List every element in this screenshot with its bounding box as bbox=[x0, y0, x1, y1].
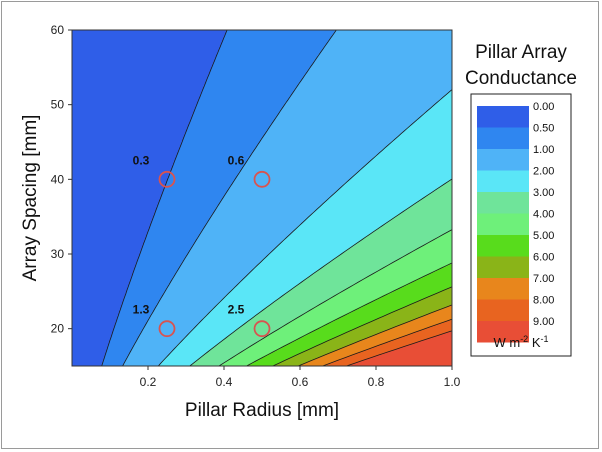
legend-swatch bbox=[477, 149, 529, 171]
y-axis-title: Array Spacing [mm] bbox=[20, 115, 41, 282]
y-tick-label: 30 bbox=[51, 247, 65, 261]
legend-swatch bbox=[477, 192, 529, 214]
legend-level-label: 9.00 bbox=[533, 316, 554, 328]
plot-area bbox=[72, 30, 452, 366]
x-tick-label: 0.4 bbox=[216, 375, 233, 389]
sample-points: 0.3 0.6 1.3 2.5 bbox=[133, 153, 271, 338]
x-tick-label: 0.6 bbox=[292, 375, 309, 389]
contour-lines bbox=[101, 30, 452, 366]
legend-title: Pillar Array bbox=[475, 42, 567, 63]
sample-point-label: 1.3 bbox=[133, 303, 150, 317]
legend-swatch bbox=[477, 235, 529, 257]
y-axis: 20 30 40 50 60 Array Spacing [mm] bbox=[20, 23, 64, 336]
y-tick-label: 20 bbox=[51, 322, 65, 336]
unit-exponent: -1 bbox=[541, 334, 549, 344]
unit-exponent: -2 bbox=[520, 334, 528, 344]
x-tick-label: 1.0 bbox=[444, 375, 461, 389]
sample-point-label: 0.6 bbox=[228, 153, 245, 167]
legend-swatches bbox=[477, 106, 529, 343]
legend-level-label: 0.50 bbox=[533, 123, 554, 135]
y-tick-label: 60 bbox=[51, 23, 65, 37]
legend-level-label: 0.00 bbox=[533, 101, 554, 113]
legend-labels: 0.00 0.50 1.00 2.00 3.00 4.00 5.00 6.00 … bbox=[533, 101, 554, 328]
legend-level-label: 3.00 bbox=[533, 187, 554, 199]
legend-swatch bbox=[477, 256, 529, 278]
tick-marks bbox=[68, 29, 453, 370]
y-tick-label: 40 bbox=[51, 172, 65, 186]
sample-point-label: 0.3 bbox=[133, 153, 150, 167]
unit-mid: K bbox=[528, 335, 541, 350]
legend-level-label: 8.00 bbox=[533, 295, 554, 307]
legend-level-label: 7.00 bbox=[533, 273, 554, 285]
sample-point-label: 2.5 bbox=[228, 303, 245, 317]
x-tick-label: 0.8 bbox=[368, 375, 385, 389]
legend-swatch bbox=[477, 213, 529, 235]
legend-unit: W m-2 K-1 bbox=[493, 334, 548, 350]
legend-title: Conductance bbox=[465, 68, 577, 89]
plot-border bbox=[71, 29, 453, 367]
legend-swatch bbox=[477, 321, 529, 343]
y-tick-label: 50 bbox=[51, 98, 65, 112]
legend-swatch bbox=[477, 278, 529, 300]
contour-fill bbox=[72, 30, 452, 366]
unit-prefix: W m bbox=[493, 335, 520, 350]
legend-level-label: 6.00 bbox=[533, 252, 554, 264]
legend-level-label: 2.00 bbox=[533, 166, 554, 178]
legend-swatch bbox=[477, 106, 529, 128]
legend-swatch bbox=[477, 299, 529, 321]
sample-point-marker bbox=[158, 170, 176, 188]
x-axis-title: Pillar Radius [mm] bbox=[185, 400, 339, 421]
legend-swatch bbox=[477, 127, 529, 149]
legend-level-label: 5.00 bbox=[533, 230, 554, 242]
sample-point-marker bbox=[253, 320, 271, 338]
legend-level-label: 1.00 bbox=[533, 144, 554, 156]
sample-point-marker bbox=[158, 320, 176, 338]
sample-point-marker bbox=[253, 170, 271, 188]
x-axis: 0.2 0.4 0.6 0.8 1.0 Pillar Radius [mm] bbox=[140, 375, 461, 421]
legend-level-label: 4.00 bbox=[533, 209, 554, 221]
legend-swatch bbox=[477, 170, 529, 192]
x-tick-label: 0.2 bbox=[140, 375, 157, 389]
colorbar-legend: Pillar Array Conductance 0.00 0.50 1.00 … bbox=[465, 42, 577, 357]
